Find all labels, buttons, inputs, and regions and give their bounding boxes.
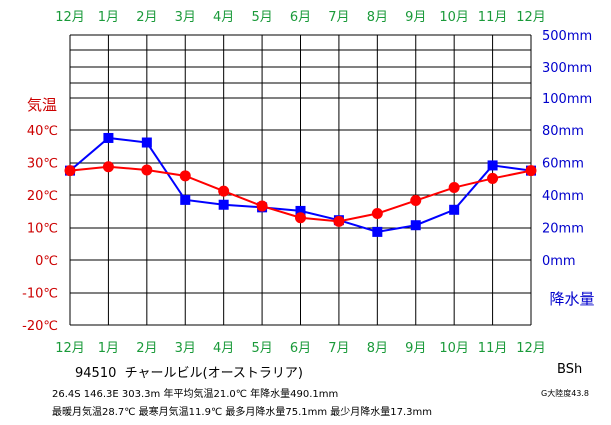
precipitation-point [295, 205, 306, 216]
temperature-tick-labels: 40℃ 30℃ 20℃ 10℃ 0℃ -10℃ -20℃ [22, 124, 58, 334]
precipitation-tick-labels: 80mm 60mm 40mm 20mm 0mm 500mm 300mm 100mm [542, 29, 592, 269]
temperature-point [64, 165, 76, 177]
chart-grid [69, 34, 532, 326]
month-label-top: 7月 [328, 10, 349, 25]
month-label-bottom: 11月 [478, 341, 508, 356]
temperature-point [410, 195, 422, 207]
station-stats-line2: 最暖月気温28.7℃ 最寒月気温11.9℃ 最多月降水量75.1mm 最少月降水… [52, 407, 433, 418]
temperature-point [218, 185, 230, 197]
precipitation-point [449, 204, 460, 215]
temperature-point [179, 170, 191, 182]
month-label-top: 1月 [98, 10, 119, 25]
climate-class: BSh [557, 362, 583, 377]
temperature-point [525, 165, 537, 177]
station-stats-line1: 26.4S 146.3E 303.3m 年平均気温21.0℃ 年降水量490.1… [52, 389, 339, 400]
precipitation-tick-label: 80mm [542, 124, 584, 139]
month-label-bottom: 8月 [367, 341, 388, 356]
temperature-point [256, 200, 268, 212]
precipitation-point [180, 194, 191, 205]
month-label-bottom: 5月 [251, 341, 272, 356]
month-label-bottom: 9月 [405, 341, 426, 356]
temperature-point [333, 215, 345, 227]
month-label-top: 5月 [251, 10, 272, 25]
temperature-tick-label: 0℃ [35, 254, 58, 269]
month-label-top: 8月 [367, 10, 388, 25]
month-label-bottom: 3月 [175, 341, 196, 356]
precipitation-tick-label: 40mm [542, 189, 584, 204]
station-name: チャールビル(オーストラリア) [124, 366, 303, 381]
temperature-tick-label: 30℃ [27, 157, 58, 172]
temperature-point [371, 208, 383, 220]
month-label-top: 12月 [516, 10, 546, 25]
continentality-index: G大陸度43.8 [541, 389, 590, 398]
month-label-top: 6月 [290, 10, 311, 25]
month-label-top: 4月 [213, 10, 234, 25]
month-label-bottom: 10月 [439, 341, 469, 356]
precipitation-point [103, 132, 114, 143]
precipitation-tick-label: 500mm [542, 29, 592, 44]
month-label-top: 9月 [405, 10, 426, 25]
precipitation-tick-label: 300mm [542, 61, 592, 76]
month-label-bottom: 7月 [328, 341, 349, 356]
temperature-point [295, 212, 306, 224]
month-label-top: 3月 [175, 10, 196, 25]
temperature-tick-label: 10℃ [27, 222, 58, 237]
temperature-tick-label: 20℃ [27, 189, 58, 204]
precipitation-point [410, 220, 421, 231]
month-label-bottom: 1月 [98, 341, 119, 356]
precipitation-point [141, 137, 152, 148]
month-label-bottom: 12月 [55, 341, 85, 356]
bottom-month-labels: 12月 1月 2月 3月 4月 5月 6月 7月 8月 9月 10月 11月 12月 [55, 341, 546, 356]
temperature-tick-label: -20℃ [22, 319, 58, 334]
station-title: 94510 チャールビル(オーストラリア) [75, 362, 303, 381]
station-id: 94510 [75, 366, 117, 381]
temperature-tick-label: 40℃ [27, 124, 58, 139]
month-label-bottom: 2月 [136, 341, 157, 356]
month-label-top: 12月 [55, 10, 85, 25]
temperature-point [448, 182, 460, 194]
precipitation-point [487, 160, 498, 171]
precipitation-point [372, 226, 383, 237]
temperature-axis-label: 気温 [27, 96, 57, 114]
top-month-labels: 12月 1月 2月 3月 4月 5月 6月 7月 8月 9月 10月 11月 12月 [55, 10, 546, 25]
precipitation-tick-label: 0mm [542, 254, 576, 269]
month-label-top: 10月 [439, 10, 469, 25]
month-label-bottom: 4月 [213, 341, 234, 356]
precipitation-tick-label: 100mm [542, 92, 592, 107]
temperature-series [64, 161, 537, 227]
month-label-bottom: 12月 [516, 341, 546, 356]
temperature-point [102, 161, 114, 173]
temperature-point [487, 172, 499, 184]
month-label-top: 2月 [136, 10, 157, 25]
precipitation-tick-label: 20mm [542, 222, 584, 237]
precipitation-axis-label: 降水量 [549, 290, 594, 308]
temperature-tick-label: -10℃ [22, 287, 58, 302]
month-label-bottom: 6月 [290, 341, 311, 356]
precipitation-tick-label: 60mm [542, 157, 584, 172]
precipitation-point [218, 199, 229, 210]
temperature-point [141, 164, 153, 176]
month-label-top: 11月 [478, 10, 508, 25]
